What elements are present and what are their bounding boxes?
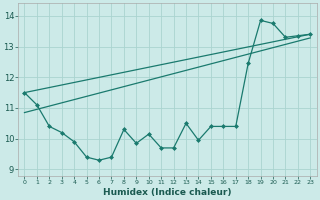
X-axis label: Humidex (Indice chaleur): Humidex (Indice chaleur) — [103, 188, 232, 197]
